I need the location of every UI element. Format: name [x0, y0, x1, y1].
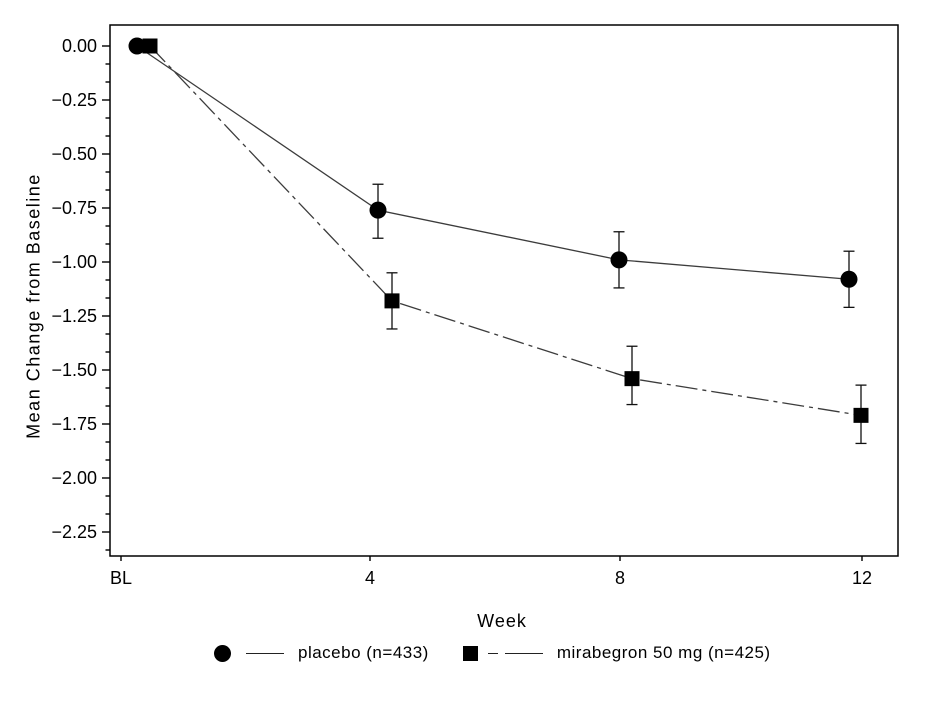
series-line-mirabegron-50mg	[149, 45, 862, 417]
y-tick-label: −1.75	[51, 414, 97, 434]
data-point-mirabegron-50mg-week-12	[853, 407, 869, 423]
y-axis-title: Mean Change from Baseline	[23, 173, 44, 439]
legend-label-placebo: placebo (n=433)	[298, 643, 429, 662]
data-point-mirabegron-50mg-week-BL	[142, 38, 158, 54]
x-tick-label: BL	[110, 568, 132, 588]
legend-item-placebo: placebo (n=433)	[214, 643, 429, 663]
data-point-mirabegron-50mg-week-4	[384, 293, 400, 309]
series-line-placebo	[136, 45, 850, 280]
data-point-placebo-week-BL	[128, 37, 146, 55]
y-tick-label: −0.25	[51, 90, 97, 110]
x-axis-title: Week	[477, 611, 527, 631]
y-tick-label: 0.00	[62, 36, 97, 56]
y-tick-label: −0.50	[51, 144, 97, 164]
y-tick-label: −0.75	[51, 198, 97, 218]
mirabegron-dash-sample	[487, 652, 498, 654]
mirabegron-marker-icon	[462, 645, 478, 661]
placebo-marker-icon	[214, 644, 231, 662]
y-tick-label: −2.00	[51, 468, 97, 488]
x-tick-label: 4	[365, 568, 375, 588]
y-tick-label: −1.25	[51, 306, 97, 326]
y-tick-label: −1.00	[51, 252, 97, 272]
plot-frame	[109, 24, 899, 557]
x-tick-label: 8	[615, 568, 625, 588]
data-point-mirabegron-50mg-week-8	[624, 371, 640, 387]
mirabegron-line-sample	[504, 652, 543, 654]
data-point-placebo-week-12	[840, 270, 858, 288]
x-tick-label: 12	[852, 568, 872, 588]
legend-label-mirabegron: mirabegron 50 mg (n=425)	[556, 643, 771, 662]
legend-item-mirabegron: mirabegron 50 mg (n=425)	[462, 643, 771, 663]
y-tick-label: −1.50	[51, 360, 97, 380]
data-point-placebo-week-8	[610, 251, 628, 269]
y-tick-label: −2.25	[51, 522, 97, 542]
placebo-line-sample	[246, 652, 284, 654]
legend: placebo (n=433) mirabegron 50 mg (n=425)	[214, 643, 771, 663]
data-point-placebo-week-4	[369, 201, 387, 219]
